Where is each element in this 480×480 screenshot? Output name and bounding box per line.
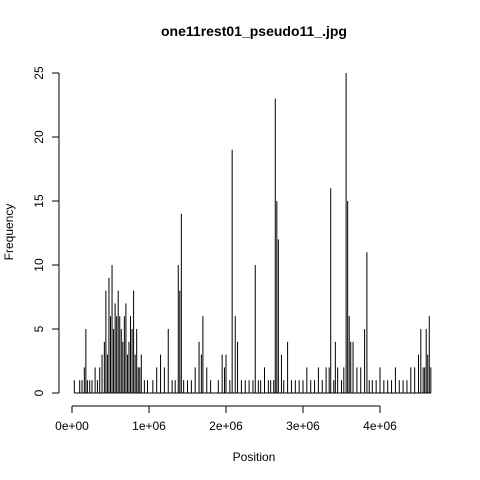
x-tick-label: 4e+06 (363, 419, 397, 433)
x-tick-label: 0e+00 (55, 419, 89, 433)
y-tick-label: 10 (32, 258, 46, 272)
y-tick-label: 0 (32, 389, 46, 396)
bars (73, 73, 432, 394)
y-axis-label: Frequency (2, 204, 16, 261)
y-tick-label: 5 (32, 325, 46, 332)
x-tick-label: 1e+06 (132, 419, 166, 433)
y-axis-ticks: 0 5 10 15 20 25 (32, 66, 59, 396)
y-tick-label: 15 (32, 194, 46, 208)
x-tick-label: 2e+06 (209, 419, 243, 433)
chart-title: one11rest01_pseudo11_.jpg (161, 23, 347, 39)
y-tick-label: 20 (32, 130, 46, 144)
x-axis-ticks: 0e+00 1e+06 2e+06 3e+06 4e+06 (55, 406, 397, 433)
x-axis-label: Position (233, 450, 276, 464)
x-tick-label: 3e+06 (286, 419, 320, 433)
y-tick-label: 25 (32, 66, 46, 80)
